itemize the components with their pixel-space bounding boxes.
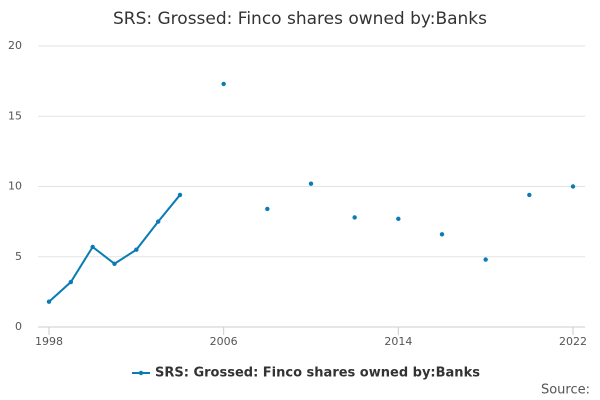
y-tick-label: 20 bbox=[8, 39, 22, 52]
legend-marker bbox=[138, 370, 144, 376]
point bbox=[155, 219, 161, 224]
y-tick-label: 15 bbox=[8, 109, 22, 122]
point bbox=[112, 261, 117, 266]
x-tick-label: 2006 bbox=[210, 335, 238, 348]
point bbox=[570, 184, 576, 189]
point bbox=[265, 206, 270, 212]
y-tick-label: 0 bbox=[15, 320, 22, 333]
series-line bbox=[49, 187, 573, 302]
point bbox=[527, 192, 532, 198]
point bbox=[177, 192, 183, 198]
point bbox=[46, 299, 52, 304]
point bbox=[221, 81, 226, 87]
source: Source: bbox=[541, 383, 590, 398]
point bbox=[90, 244, 95, 250]
point bbox=[308, 181, 314, 186]
point bbox=[68, 279, 74, 285]
chart-title: SRS: Grossed: Finco shares owned by:Bank… bbox=[113, 9, 487, 29]
point bbox=[483, 257, 488, 262]
y-tick-label: 10 bbox=[8, 180, 22, 193]
x-tick-label: 1998 bbox=[35, 335, 63, 348]
point bbox=[134, 247, 139, 252]
x-tick-label: 2022 bbox=[559, 335, 587, 348]
point bbox=[396, 216, 401, 222]
point bbox=[352, 215, 357, 220]
y-tick-label: 5 bbox=[15, 250, 22, 263]
legend-label: SRS: Grossed: Finco shares owned by:Bank… bbox=[155, 366, 480, 381]
point bbox=[439, 232, 445, 237]
x-tick-label: 2014 bbox=[384, 335, 412, 348]
